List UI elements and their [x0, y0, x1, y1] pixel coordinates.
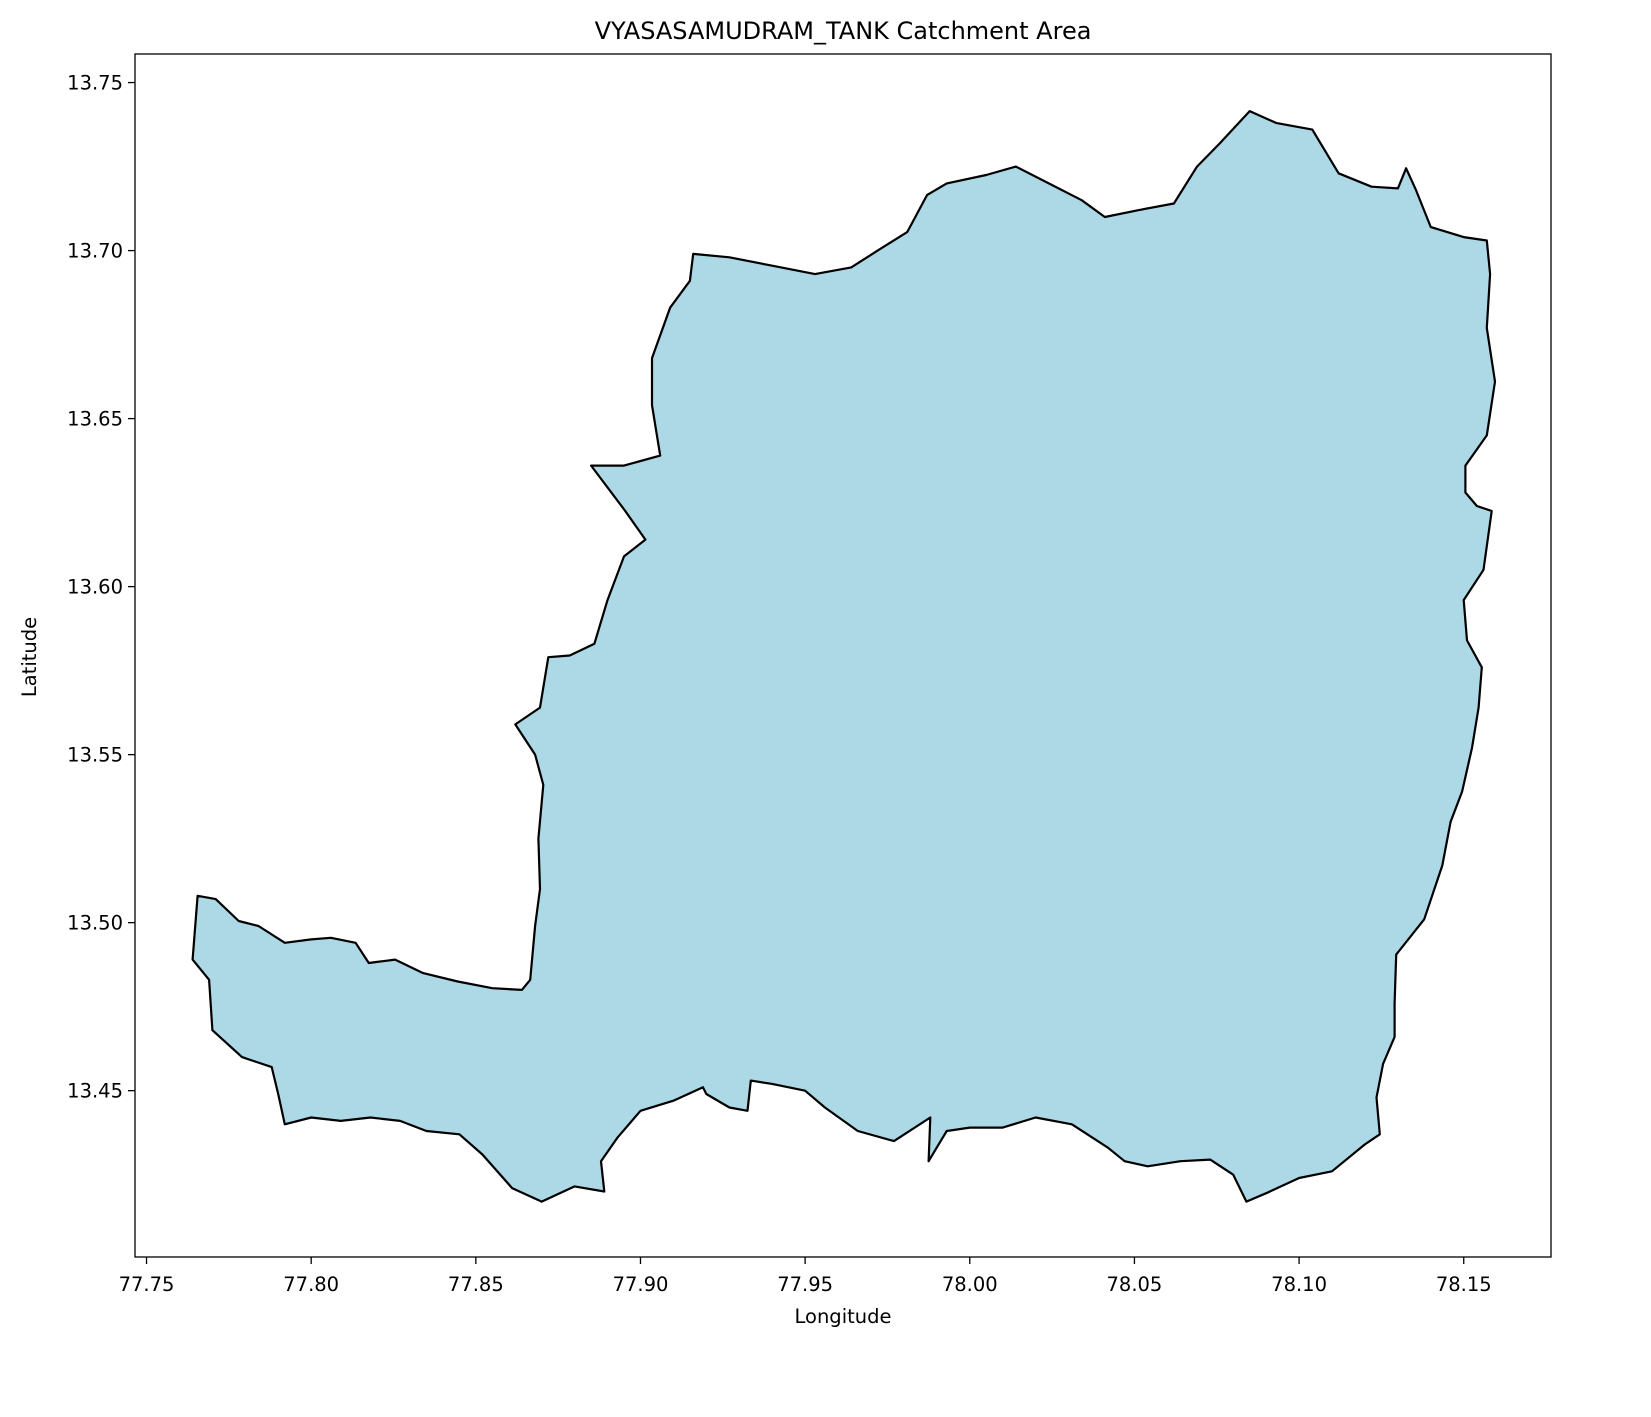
- plot-frame: [134, 53, 1552, 1258]
- y-tick-label: 13.55: [67, 744, 123, 767]
- y-tick-label: 13.65: [67, 408, 123, 431]
- x-tick-label: 77.80: [283, 1273, 339, 1296]
- x-tick-label: 77.85: [448, 1273, 504, 1296]
- y-axis-label: Latitude: [18, 617, 41, 697]
- plot-area: [191, 110, 1497, 1203]
- y-tick-label: 13.45: [67, 1080, 123, 1103]
- y-tick-label: 13.60: [67, 576, 123, 599]
- y-tick-label: 13.70: [67, 240, 123, 263]
- x-tick-label: 77.95: [777, 1273, 833, 1296]
- x-tick-label: 78.10: [1271, 1273, 1327, 1296]
- y-axis-ticks: 13.45 13.50 13.55 13.60 13.65 13.70 13.75: [67, 72, 135, 1103]
- x-axis-ticks: 77.75 77.80 77.85 77.90 77.95 78.00 78.05 78.10…: [119, 1257, 1492, 1296]
- y-tick-label: 13.50: [67, 912, 123, 935]
- x-tick-label: 77.75: [119, 1273, 175, 1296]
- y-tick-label: 13.75: [67, 72, 123, 95]
- x-tick-label: 78.15: [1436, 1273, 1492, 1296]
- x-axis-label: Longitude: [795, 1305, 892, 1328]
- x-tick-label: 78.00: [942, 1273, 998, 1296]
- map-title: VYASASAMUDRAM_TANK Catchment Area: [595, 17, 1092, 45]
- x-tick-label: 77.90: [613, 1273, 669, 1296]
- x-tick-label: 78.05: [1107, 1273, 1163, 1296]
- catchment-polygon: [191, 110, 1497, 1203]
